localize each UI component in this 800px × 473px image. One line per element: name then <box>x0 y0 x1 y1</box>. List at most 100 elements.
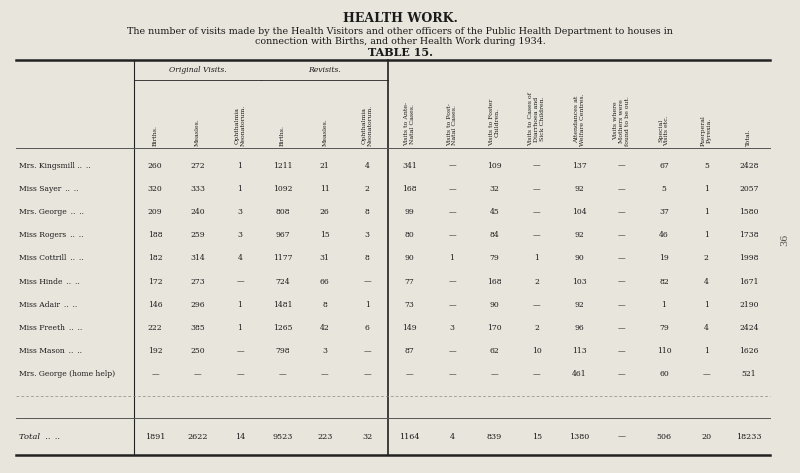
Text: —: — <box>533 208 541 216</box>
Text: 1: 1 <box>704 347 709 355</box>
Text: 18233: 18233 <box>736 432 762 440</box>
Text: —: — <box>448 278 456 286</box>
Text: 1: 1 <box>238 301 242 309</box>
Text: 19: 19 <box>659 254 669 263</box>
Text: 32: 32 <box>362 432 372 440</box>
Text: Miss Rogers .. ..: Miss Rogers .. .. <box>19 231 83 239</box>
Text: 385: 385 <box>190 324 205 332</box>
Text: 92: 92 <box>574 185 584 193</box>
Text: 103: 103 <box>572 278 586 286</box>
Text: 79: 79 <box>659 324 669 332</box>
Text: 1092: 1092 <box>273 185 292 193</box>
Text: —: — <box>151 370 159 378</box>
Text: 42: 42 <box>320 324 330 332</box>
Text: 320: 320 <box>148 185 162 193</box>
Text: Visits to Cases of
Diarrhoea and
Sick Children.: Visits to Cases of Diarrhoea and Sick Ch… <box>529 92 545 146</box>
Text: 45: 45 <box>490 208 499 216</box>
Text: 222: 222 <box>148 324 162 332</box>
Text: Miss Cottrill .. ..: Miss Cottrill .. .. <box>19 254 84 263</box>
Text: Mrs. Kingsmill .. ..: Mrs. Kingsmill .. .. <box>19 162 90 170</box>
Text: 1671: 1671 <box>739 278 758 286</box>
Text: 15: 15 <box>320 231 330 239</box>
Text: 149: 149 <box>402 324 417 332</box>
Text: 1: 1 <box>450 254 454 263</box>
Text: —: — <box>618 324 626 332</box>
Text: 36: 36 <box>781 234 790 246</box>
Text: 240: 240 <box>190 208 205 216</box>
Text: connection with Births, and other Health Work during 1934.: connection with Births, and other Health… <box>254 36 546 45</box>
Text: 1998: 1998 <box>739 254 758 263</box>
Text: 172: 172 <box>148 278 162 286</box>
Text: —: — <box>278 370 286 378</box>
Text: 87: 87 <box>405 347 414 355</box>
Text: 1481: 1481 <box>273 301 292 309</box>
Text: 250: 250 <box>190 347 205 355</box>
Text: 1: 1 <box>704 208 709 216</box>
Text: 15: 15 <box>532 432 542 440</box>
Text: 21: 21 <box>320 162 330 170</box>
Text: 1211: 1211 <box>273 162 292 170</box>
Text: Ophthalmia
Neonatorum.: Ophthalmia Neonatorum. <box>362 105 373 146</box>
Text: 14: 14 <box>235 432 245 440</box>
Text: 60: 60 <box>659 370 669 378</box>
Text: Original Visits.: Original Visits. <box>169 66 226 74</box>
Text: 8: 8 <box>322 301 327 309</box>
Text: —: — <box>448 185 456 193</box>
Text: 1177: 1177 <box>273 254 292 263</box>
Text: 1: 1 <box>704 301 709 309</box>
Text: —: — <box>618 208 626 216</box>
Text: 1: 1 <box>238 185 242 193</box>
Text: 4: 4 <box>704 324 709 332</box>
Text: —: — <box>448 301 456 309</box>
Text: 273: 273 <box>190 278 205 286</box>
Text: 4: 4 <box>238 254 242 263</box>
Text: Puerperal
Pyrexia.: Puerperal Pyrexia. <box>701 115 712 146</box>
Text: 259: 259 <box>190 231 205 239</box>
Text: 66: 66 <box>320 278 330 286</box>
Text: Visits to Foster
Children.: Visits to Foster Children. <box>489 99 500 146</box>
Text: 20: 20 <box>702 432 711 440</box>
Text: —: — <box>618 370 626 378</box>
Text: 168: 168 <box>402 185 417 193</box>
Text: —: — <box>490 370 498 378</box>
Text: The number of visits made by the Health Visitors and other officers of the Publi: The number of visits made by the Health … <box>127 27 673 36</box>
Text: 839: 839 <box>486 432 502 440</box>
Text: Total.: Total. <box>746 128 751 146</box>
Text: 92: 92 <box>574 301 584 309</box>
Text: Births.: Births. <box>153 125 158 146</box>
Text: 62: 62 <box>490 347 499 355</box>
Text: —: — <box>618 231 626 239</box>
Text: 223: 223 <box>317 432 333 440</box>
Text: 10: 10 <box>532 347 542 355</box>
Text: —: — <box>618 185 626 193</box>
Text: 90: 90 <box>574 254 584 263</box>
Text: 32: 32 <box>490 185 499 193</box>
Text: 1380: 1380 <box>569 432 590 440</box>
Text: —: — <box>533 301 541 309</box>
Text: 104: 104 <box>572 208 586 216</box>
Text: —: — <box>618 278 626 286</box>
Text: Special
Visits etc.: Special Visits etc. <box>658 115 670 146</box>
Text: Births.: Births. <box>280 125 285 146</box>
Text: 1265: 1265 <box>273 324 292 332</box>
Text: 5: 5 <box>662 185 666 193</box>
Text: 6: 6 <box>365 324 370 332</box>
Text: —: — <box>533 162 541 170</box>
Text: Total  .. ..: Total .. .. <box>19 432 60 440</box>
Text: 2622: 2622 <box>187 432 208 440</box>
Text: 296: 296 <box>190 301 205 309</box>
Text: 333: 333 <box>190 185 205 193</box>
Text: 1738: 1738 <box>739 231 758 239</box>
Text: 46: 46 <box>659 231 669 239</box>
Text: —: — <box>194 370 202 378</box>
Text: —: — <box>448 162 456 170</box>
Text: 170: 170 <box>487 324 502 332</box>
Text: —: — <box>363 347 371 355</box>
Text: 3: 3 <box>450 324 454 332</box>
Text: 2: 2 <box>704 254 709 263</box>
Text: 272: 272 <box>190 162 205 170</box>
Text: 99: 99 <box>405 208 414 216</box>
Text: 3: 3 <box>365 231 370 239</box>
Text: —: — <box>236 278 244 286</box>
Text: —: — <box>321 370 329 378</box>
